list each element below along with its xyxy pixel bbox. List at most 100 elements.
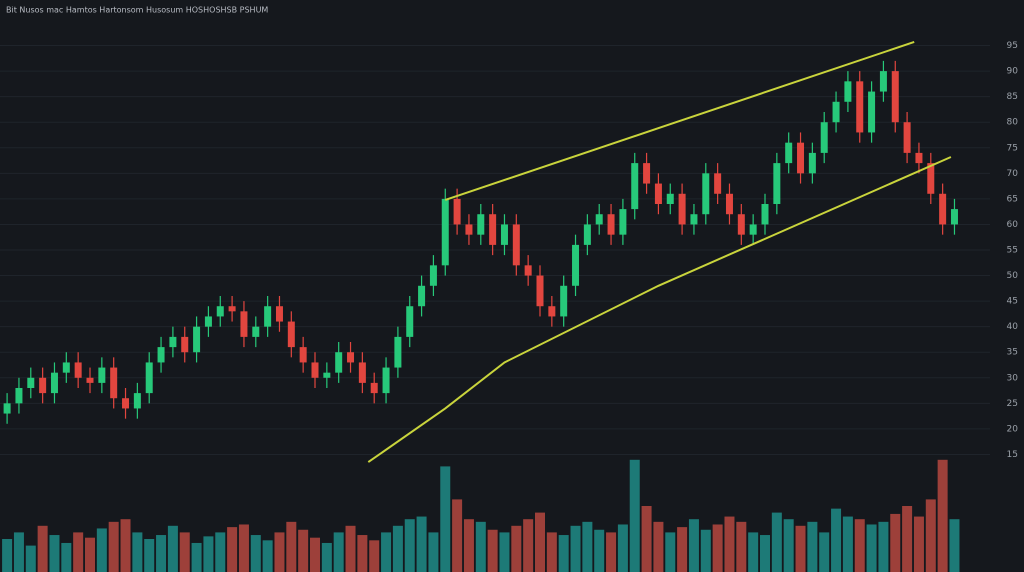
candle-body <box>74 362 82 378</box>
volume-bar <box>357 535 368 572</box>
candle-body <box>98 367 106 383</box>
candle-body <box>536 275 544 307</box>
candle-layer <box>3 60 958 424</box>
volume-bar <box>937 459 948 572</box>
candle-body <box>299 347 307 363</box>
chart-title: Bit Nusos mac Hamtos Hartonsom Husosum H… <box>6 6 268 15</box>
volume-layer <box>2 459 960 572</box>
volume-bar <box>890 513 901 572</box>
candle-body <box>133 393 141 409</box>
y-tick-label: 55 <box>1007 246 1018 256</box>
y-tick-label: 70 <box>1007 169 1019 179</box>
candle-body <box>631 163 639 210</box>
candle-body <box>15 388 23 404</box>
candle-body <box>122 398 130 409</box>
y-tick-label: 90 <box>1007 67 1019 77</box>
candle-body <box>950 209 958 225</box>
candle-body <box>441 198 449 266</box>
candle-body <box>879 71 887 92</box>
volume-bar <box>132 532 143 572</box>
candle-body <box>500 224 508 245</box>
volume-bar <box>440 466 451 572</box>
candle-body <box>714 173 722 194</box>
candle-body <box>418 285 426 307</box>
volume-bar <box>831 508 842 572</box>
candle-body <box>619 209 627 235</box>
volume-bar <box>215 532 226 572</box>
volume-bar <box>61 542 72 572</box>
volume-bar <box>428 532 439 572</box>
volume-bar <box>167 525 178 572</box>
candle-body <box>39 377 47 394</box>
volume-bar <box>819 532 830 572</box>
y-tick-label: 45 <box>1007 297 1018 307</box>
candle-body <box>702 173 710 215</box>
candle-body <box>453 198 461 225</box>
candle-body <box>595 214 603 225</box>
volume-bar <box>25 545 36 572</box>
y-tick-label: 65 <box>1007 194 1018 204</box>
candle-body <box>512 224 520 266</box>
volume-bar <box>629 459 640 572</box>
volume-bar <box>582 521 593 572</box>
volume-bar <box>866 524 877 572</box>
y-tick-label: 40 <box>1007 322 1019 332</box>
candle-body <box>62 362 70 373</box>
candle-body <box>287 321 295 348</box>
candle-body <box>761 204 769 225</box>
candle-body <box>560 285 568 317</box>
candle-body <box>347 352 355 363</box>
candle-body <box>86 377 94 383</box>
volume-bar <box>85 537 95 572</box>
volume-bar <box>108 521 119 572</box>
candle-body <box>406 306 414 337</box>
volume-bar <box>736 521 747 572</box>
y-tick-label: 15 <box>1007 450 1018 460</box>
y-tick-label: 80 <box>1007 118 1019 128</box>
candle-body <box>216 306 224 317</box>
trendline <box>444 41 915 201</box>
volume-bar <box>570 525 581 572</box>
candle-body <box>252 326 260 337</box>
volume-bar <box>321 542 332 572</box>
volume-bar <box>511 525 522 572</box>
candle-body <box>891 71 899 123</box>
candle-body <box>228 306 236 312</box>
volume-bar <box>617 524 628 572</box>
y-tick-label: 60 <box>1007 220 1019 230</box>
volume-bar <box>227 527 238 572</box>
candle-body <box>643 163 651 184</box>
candle-body <box>903 122 911 153</box>
volume-bar <box>250 535 261 572</box>
trendline-layer <box>367 41 952 463</box>
volume-bar <box>842 516 853 572</box>
candle-body <box>785 142 793 164</box>
volume-bar <box>913 516 924 572</box>
candle-body <box>868 91 876 133</box>
volume-bar <box>606 532 617 572</box>
candle-body <box>654 183 662 204</box>
volume-bar <box>558 535 569 572</box>
volume-bar <box>286 521 297 572</box>
candle-body <box>797 142 805 174</box>
volume-bar <box>120 519 131 572</box>
candle-body <box>335 352 343 373</box>
volume-bar <box>677 527 688 572</box>
volume-bar <box>156 535 167 572</box>
volume-bar <box>2 539 13 572</box>
volume-bar <box>712 524 723 572</box>
candle-body <box>311 362 319 378</box>
volume-bar <box>700 529 711 572</box>
candle-body <box>773 163 781 204</box>
candle-body <box>820 122 828 153</box>
candle-body <box>844 81 852 102</box>
y-tick-label: 75 <box>1007 143 1018 153</box>
volume-bar <box>49 535 60 572</box>
volume-bar <box>144 539 155 572</box>
volume-bar <box>96 528 107 572</box>
candle-body <box>548 306 556 317</box>
volume-bar <box>949 519 960 572</box>
candle-body <box>939 193 947 225</box>
